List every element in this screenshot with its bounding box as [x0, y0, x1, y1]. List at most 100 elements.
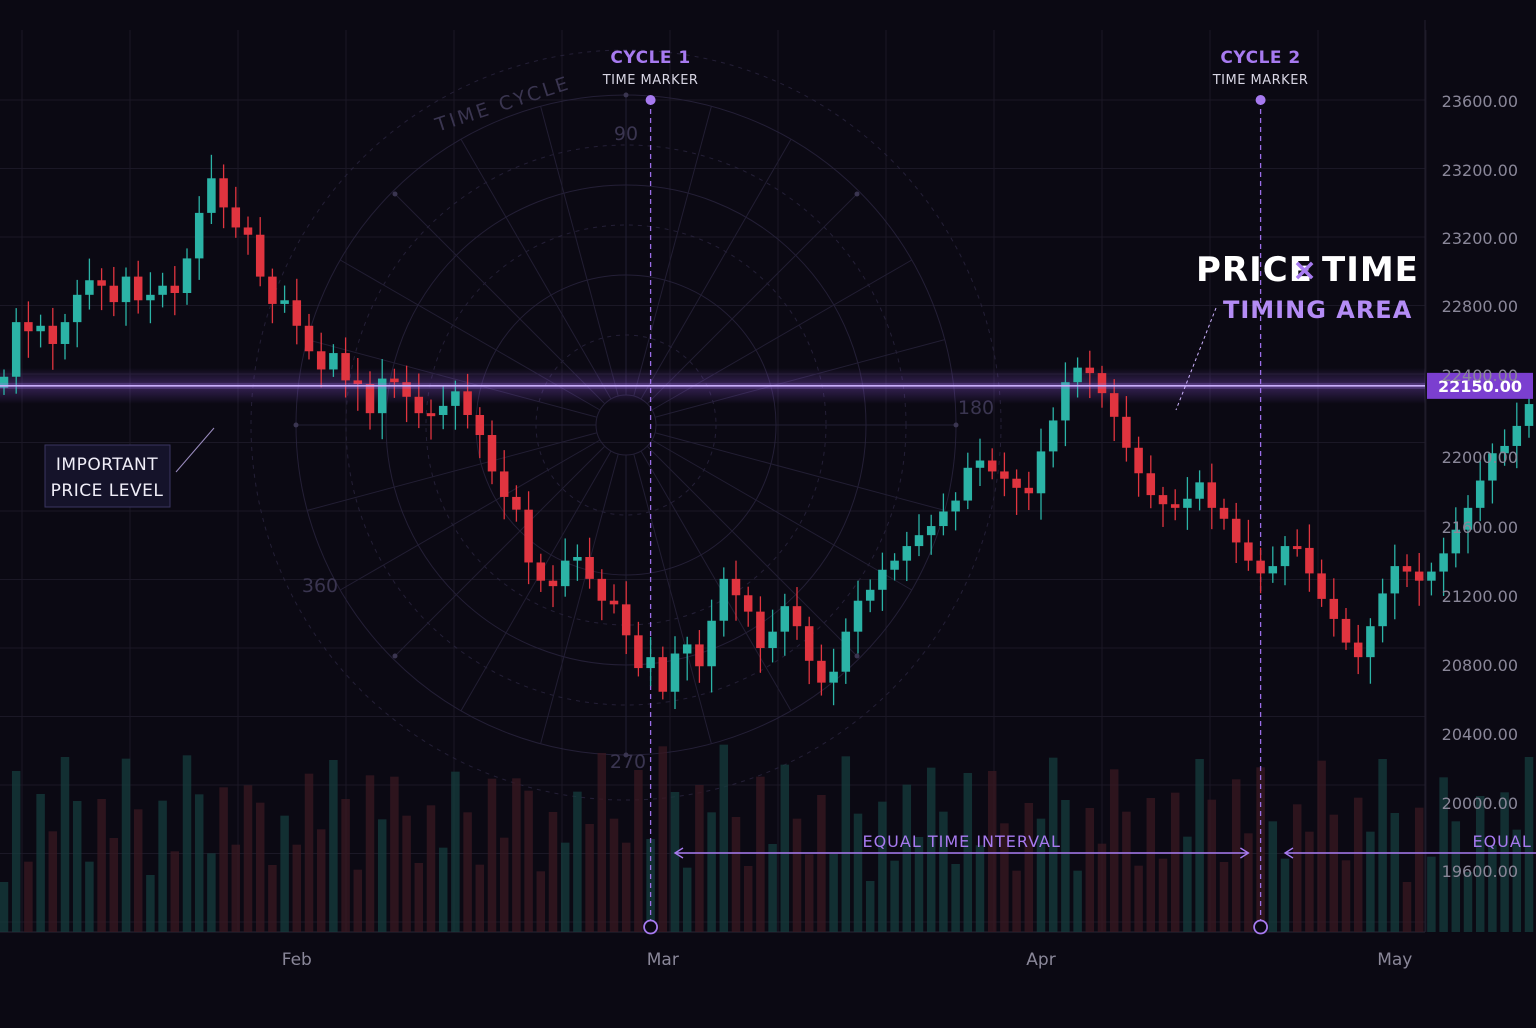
- candle: [695, 644, 704, 667]
- candle: [1390, 566, 1400, 594]
- candle: [512, 496, 521, 510]
- candle: [1061, 382, 1070, 421]
- candle: [1305, 547, 1314, 574]
- volume-bar: [1524, 757, 1534, 932]
- polar-spoke: [640, 138, 792, 400]
- candle: [1463, 507, 1473, 530]
- volume-bar: [36, 794, 45, 932]
- volume-bar: [768, 844, 777, 932]
- price-tag-label: 22150.00: [1438, 377, 1522, 396]
- candle: [182, 258, 192, 293]
- volume-bar: [316, 829, 326, 932]
- candle: [963, 467, 973, 501]
- candle: [1353, 642, 1363, 658]
- candle: [1036, 451, 1046, 494]
- candle: [1012, 478, 1021, 488]
- arrow-head-right: [1240, 847, 1250, 859]
- volume-bar: [951, 864, 960, 932]
- volume-bar: [804, 854, 814, 932]
- volume-bar: [853, 813, 863, 932]
- volume-bar: [426, 805, 436, 932]
- candle: [146, 294, 155, 301]
- polar-spoke: [540, 106, 619, 397]
- level-callout-pointer: [175, 427, 215, 473]
- volume-bar: [573, 791, 582, 932]
- candle: [939, 511, 948, 527]
- volume-bar: [1402, 882, 1412, 932]
- candle: [414, 396, 424, 414]
- candle: [1427, 571, 1436, 581]
- volume-bar: [621, 842, 631, 932]
- headline-subtitle: TIMING AREA: [1223, 296, 1412, 324]
- volume-bar: [878, 801, 887, 932]
- volume-bar: [1439, 777, 1448, 932]
- candle: [426, 413, 436, 417]
- candle: [1366, 626, 1375, 658]
- volume-bar: [536, 871, 546, 932]
- volume-bar: [756, 776, 765, 932]
- volume-bars: [0, 744, 1534, 932]
- price-tag: [1427, 372, 1533, 399]
- volume-bar: [1317, 760, 1326, 932]
- candle: [1402, 566, 1412, 572]
- volume-bar: [341, 799, 350, 932]
- candlesticks: [0, 154, 1534, 710]
- volume-bar: [719, 744, 729, 932]
- polar-degree-label: 360: [302, 575, 338, 597]
- volume-bar: [585, 824, 594, 932]
- candle: [1317, 573, 1326, 599]
- volume-bar: [548, 812, 558, 932]
- candle: [219, 178, 228, 208]
- volume-bar: [1061, 800, 1070, 932]
- x-axis: FebMarAprMayJunJulAug: [282, 950, 1413, 970]
- interval-label: EQUAL TIME INTERVAL: [862, 832, 1060, 851]
- y-tick-label: 21200.00: [1442, 587, 1518, 606]
- candle: [353, 380, 363, 385]
- polar-spoke: [392, 445, 606, 659]
- volume-bar: [268, 865, 277, 932]
- candle: [1146, 473, 1156, 496]
- volume-bar: [499, 837, 509, 932]
- candle: [463, 391, 472, 415]
- volume-bar: [24, 861, 33, 932]
- candle: [1280, 546, 1290, 567]
- candle: [536, 562, 546, 581]
- volume-bar: [97, 799, 106, 932]
- volume-bar: [377, 819, 387, 932]
- arrow-head-left: [1283, 847, 1294, 859]
- candle: [1500, 445, 1509, 454]
- volume-bar: [451, 771, 460, 932]
- candle: [1134, 447, 1143, 474]
- volume-bar: [780, 764, 790, 932]
- volume-bar: [207, 853, 216, 932]
- polar-spoke: [654, 432, 945, 511]
- volume-bar: [72, 801, 82, 932]
- candle: [621, 604, 631, 636]
- volume-bar: [255, 802, 265, 932]
- candle: [743, 595, 753, 612]
- volume-bar: [1183, 836, 1192, 932]
- volume-bar: [1109, 769, 1119, 932]
- candle: [1000, 471, 1009, 479]
- polar-dot: [392, 653, 398, 659]
- volume-bar: [1244, 833, 1253, 932]
- candle: [756, 611, 765, 649]
- volume-bar: [280, 815, 289, 932]
- volume-bar: [1427, 856, 1436, 932]
- volume-bar: [597, 753, 607, 932]
- volume-bar: [1475, 796, 1485, 932]
- candle: [865, 589, 875, 601]
- volume-bar: [219, 787, 228, 932]
- volume-bar: [792, 818, 802, 932]
- candle: [255, 234, 265, 277]
- candle: [792, 606, 802, 627]
- volume-bar: [1170, 792, 1180, 932]
- polar-ring: [595, 394, 657, 456]
- cycle-bottom-dot: [1253, 919, 1268, 935]
- volume-bar: [902, 784, 912, 932]
- candle: [341, 353, 350, 381]
- candle: [768, 631, 777, 649]
- candle: [890, 560, 899, 570]
- candle: [1109, 393, 1119, 417]
